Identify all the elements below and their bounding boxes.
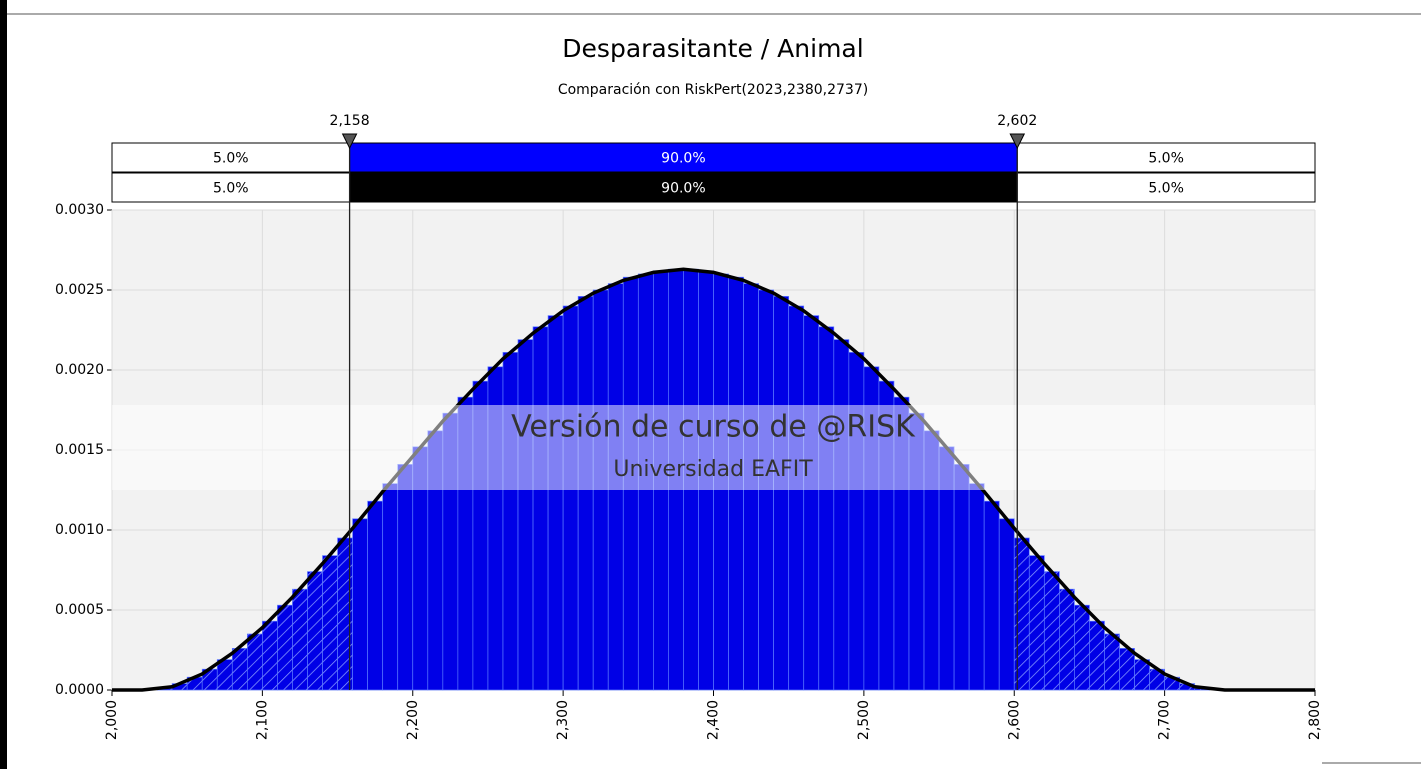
x-tick-label: 2,300: [555, 700, 571, 740]
histogram-bar: [246, 633, 263, 691]
delimiter-label: 2,158: [330, 113, 370, 129]
histogram-bar: [216, 659, 233, 691]
histogram-bar: [1043, 571, 1060, 691]
histogram-bar: [352, 518, 368, 691]
histogram-bar: [1089, 620, 1105, 691]
histogram-bar: [1028, 555, 1045, 691]
probability-segment: [111, 172, 351, 203]
x-tick-label: 2,800: [1307, 700, 1323, 740]
y-tick-label: 0.0020: [55, 362, 104, 378]
histogram-bar: [773, 296, 790, 691]
histogram-bar: [803, 315, 820, 691]
histogram-bar: [231, 648, 248, 691]
histogram-bar: [788, 305, 805, 691]
histogram-bar: [562, 305, 579, 691]
histogram-bar: [1074, 604, 1090, 691]
histogram-bar: [953, 464, 970, 691]
watermark: Universidad EAFIT: [613, 457, 813, 482]
histogram-bar: [833, 339, 850, 691]
probability-label: 5.0%: [1148, 181, 1184, 197]
histogram-bar: [577, 296, 594, 691]
histogram-bar: [547, 315, 564, 691]
y-tick-label: 0.0015: [55, 442, 104, 458]
watermark: Versión de curso de @RISK: [511, 410, 916, 445]
histogram-bar: [1059, 588, 1075, 691]
probability-segment: [1016, 142, 1316, 173]
x-tick-label: 2,100: [254, 700, 270, 740]
window-edge: [0, 0, 7, 769]
histogram-bar: [517, 339, 534, 691]
y-tick-label: 0.0000: [55, 682, 104, 698]
histogram-bar: [262, 620, 278, 691]
probability-segment: [111, 142, 351, 173]
histogram-bar: [998, 518, 1015, 691]
histogram-bar: [848, 352, 865, 691]
x-tick-label: 2,000: [104, 700, 120, 740]
chart-title: Desparasitante / Animal: [562, 34, 863, 63]
histogram-bar: [1013, 537, 1030, 691]
probability-label: 5.0%: [213, 181, 249, 197]
probability-label: 90.0%: [661, 151, 705, 167]
delimiter-handle: [1009, 133, 1026, 150]
histogram-bar: [1104, 633, 1120, 691]
probability-label: 90.0%: [661, 181, 705, 197]
histogram-bar: [532, 326, 549, 691]
histogram-bar: [397, 464, 414, 691]
y-tick-label: 0.0025: [55, 282, 104, 298]
histogram-bar: [367, 500, 384, 691]
histogram-bar: [277, 604, 293, 691]
x-tick-label: 2,200: [405, 700, 421, 740]
histogram-bar: [983, 500, 1000, 691]
histogram-bar: [322, 555, 338, 691]
probability-label: 5.0%: [1148, 151, 1184, 167]
histogram-bar: [818, 326, 835, 691]
histogram-bar: [382, 483, 399, 691]
y-tick-label: 0.0030: [55, 202, 104, 218]
delimiter-handle: [341, 133, 358, 150]
delimiter-label: 2,602: [997, 113, 1037, 129]
probability-segment: [349, 172, 1018, 203]
histogram-bar: [292, 588, 308, 691]
x-tick-label: 2,400: [706, 700, 722, 740]
x-tick-label: 2,500: [856, 700, 872, 740]
probability-segment: [1016, 172, 1316, 203]
watermark-band: [112, 405, 1315, 490]
x-tick-label: 2,600: [1006, 700, 1022, 740]
x-tick-label: 2,700: [1157, 700, 1173, 740]
y-tick-label: 0.0005: [55, 602, 104, 618]
fit-curve: [112, 267, 1315, 692]
histogram-bar: [307, 571, 323, 691]
histogram-bar: [502, 352, 519, 691]
probability-label: 5.0%: [213, 151, 249, 167]
histogram-bar: [337, 537, 353, 691]
y-tick-label: 0.0010: [55, 522, 104, 538]
histogram-bar: [1119, 648, 1135, 691]
histogram-bar: [968, 483, 985, 691]
chart-subtitle: Comparación con RiskPert(2023,2380,2737): [558, 82, 868, 98]
